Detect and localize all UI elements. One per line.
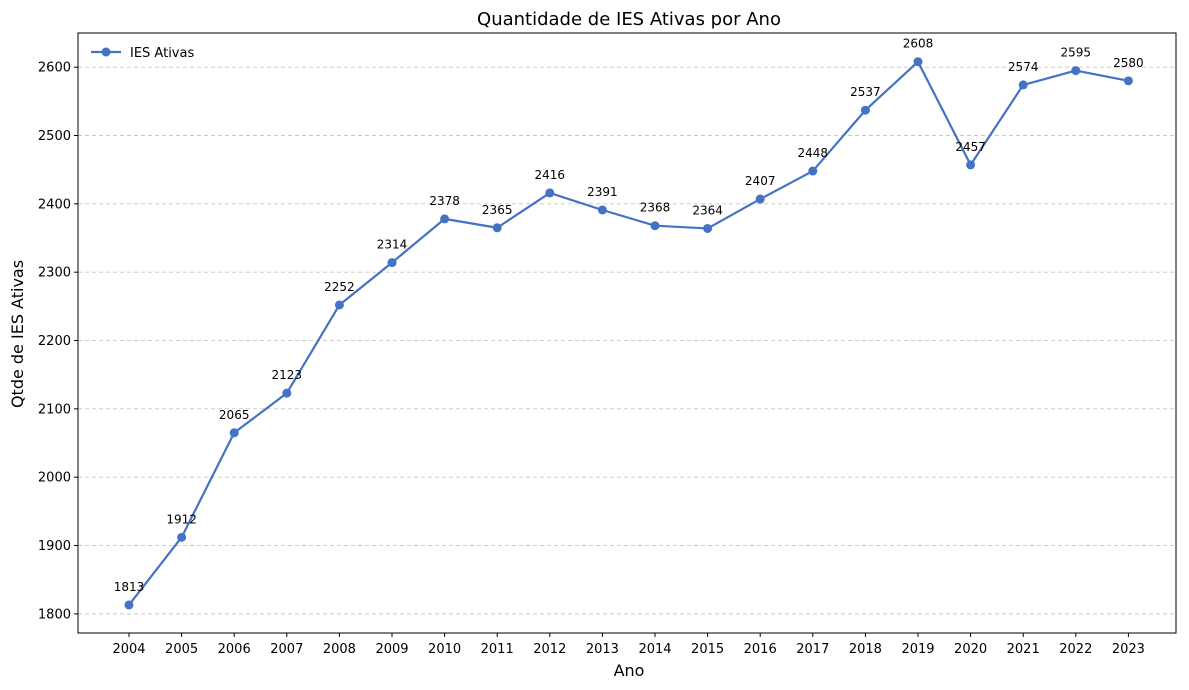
y-tick-label: 1900 [38, 539, 71, 554]
data-label: 2416 [535, 168, 566, 182]
y-tick-label: 2100 [38, 402, 71, 417]
x-tick-label: 2023 [1112, 642, 1145, 657]
x-tick-label: 2014 [638, 642, 671, 657]
x-tick-label: 2015 [691, 642, 724, 657]
gridlines [78, 66, 1176, 615]
data-label: 2065 [219, 408, 250, 422]
y-axis-title: Qtde de IES Ativas [8, 260, 27, 408]
data-point [860, 105, 870, 115]
y-tick-label: 2300 [38, 266, 71, 281]
data-point [755, 194, 765, 204]
data-point [387, 258, 397, 268]
data-point [597, 205, 607, 215]
x-tick-label: 2007 [270, 642, 303, 657]
data-label: 2368 [640, 201, 671, 215]
y-tick-label: 2600 [38, 61, 71, 76]
x-axis-title: Ano [614, 661, 645, 680]
y-tick-label: 2400 [38, 197, 71, 212]
data-point [229, 428, 239, 438]
x-tick-label: 2019 [901, 642, 934, 657]
data-label: 2537 [850, 85, 881, 99]
axes: 1800 1900 2000 2100 2200 2300 2400 2500 2600 2004… [38, 32, 1177, 657]
data-label: 2252 [324, 280, 355, 294]
legend: IES Ativas [91, 46, 194, 61]
legend-marker [101, 47, 111, 57]
data-label: 2608 [903, 37, 934, 51]
legend-label-ies-ativas: IES Ativas [130, 46, 194, 61]
data-point [1071, 66, 1081, 76]
x-tick-label: 2012 [533, 642, 566, 657]
data-point [703, 223, 713, 233]
data-label: 2378 [429, 194, 460, 208]
x-tick-label: 2008 [323, 642, 356, 657]
x-tick-label: 2016 [744, 642, 777, 657]
data-label: 1912 [166, 512, 197, 526]
data-label: 2595 [1061, 46, 1092, 60]
data-point [177, 532, 187, 542]
data-point [808, 166, 818, 176]
x-tick-label: 2018 [849, 642, 882, 657]
data-label: 2391 [587, 185, 618, 199]
data-point [124, 600, 134, 610]
data-point [650, 221, 660, 231]
data-point [966, 160, 976, 170]
data-point [913, 57, 923, 67]
x-tick-label: 2020 [954, 642, 987, 657]
data-point [282, 388, 292, 398]
x-tick-label: 2017 [796, 642, 829, 657]
data-label: 2364 [692, 203, 723, 217]
y-tick-label: 2200 [38, 334, 71, 349]
plot-frame [77, 32, 1177, 634]
series-line [128, 60, 1129, 606]
y-tick-label: 2000 [38, 471, 71, 486]
series-layer [124, 57, 1133, 610]
x-tick-label: 2022 [1059, 642, 1092, 657]
data-labels: 1813 1912 2065 2123 2252 2314 2378 2365 2416 2391… [114, 37, 1144, 594]
y-tick-label: 1800 [38, 607, 71, 622]
data-point [492, 223, 502, 233]
data-point [440, 214, 450, 224]
x-tick-label: 2013 [586, 642, 619, 657]
x-tick-label: 2021 [1007, 642, 1040, 657]
data-label: 2580 [1113, 56, 1144, 70]
x-tick-label: 2009 [375, 642, 408, 657]
data-point [334, 300, 344, 310]
x-tick-label: 2010 [428, 642, 461, 657]
data-label: 2314 [377, 238, 408, 252]
data-label: 2365 [482, 203, 513, 217]
data-point [1123, 76, 1133, 86]
chart-title: Quantidade de IES Ativas por Ano [477, 9, 781, 30]
x-tick-label: 2006 [218, 642, 251, 657]
data-label: 2123 [272, 368, 303, 382]
data-label: 2574 [1008, 60, 1039, 74]
x-tick-label: 2011 [481, 642, 514, 657]
data-point [545, 188, 555, 198]
x-tick-label: 2005 [165, 642, 198, 657]
x-tick-label: 2004 [112, 642, 145, 657]
data-label: 2407 [745, 174, 776, 188]
data-label: 1813 [114, 580, 145, 594]
data-point [1018, 80, 1028, 90]
data-label: 2448 [798, 146, 829, 160]
y-tick-label: 2500 [38, 129, 71, 144]
data-label: 2457 [955, 140, 986, 154]
